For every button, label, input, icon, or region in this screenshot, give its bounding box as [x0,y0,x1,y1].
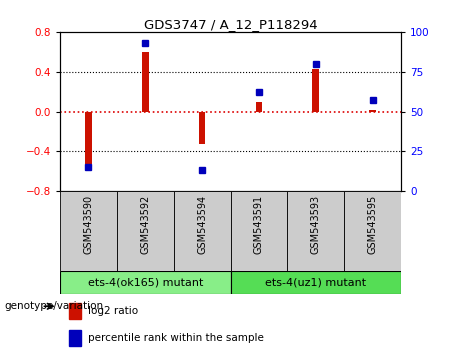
Text: ets-4(ok165) mutant: ets-4(ok165) mutant [88,277,203,287]
Bar [60,271,230,294]
Text: GSM543592: GSM543592 [140,195,150,255]
Bar [344,191,401,271]
Bar [313,69,319,112]
Text: log2 ratio: log2 ratio [88,306,138,316]
Bar [117,191,174,271]
Text: GSM543593: GSM543593 [311,195,321,254]
Bar [142,52,148,112]
Text: GSM543591: GSM543591 [254,195,264,254]
Bar [255,102,262,112]
Bar [69,330,81,346]
Text: GSM543594: GSM543594 [197,195,207,254]
Bar [69,303,81,319]
Bar [199,112,206,144]
Bar [174,191,230,271]
Bar [287,191,344,271]
Bar [230,191,287,271]
Text: percentile rank within the sample: percentile rank within the sample [88,333,264,343]
Bar [60,191,117,271]
Text: GSM543595: GSM543595 [367,195,378,255]
Text: genotype/variation: genotype/variation [5,301,104,311]
Title: GDS3747 / A_12_P118294: GDS3747 / A_12_P118294 [144,18,317,31]
Text: ets-4(uz1) mutant: ets-4(uz1) mutant [265,277,366,287]
Bar [85,112,92,164]
Text: GSM543590: GSM543590 [83,195,94,254]
Bar [369,109,376,112]
Bar [230,271,401,294]
